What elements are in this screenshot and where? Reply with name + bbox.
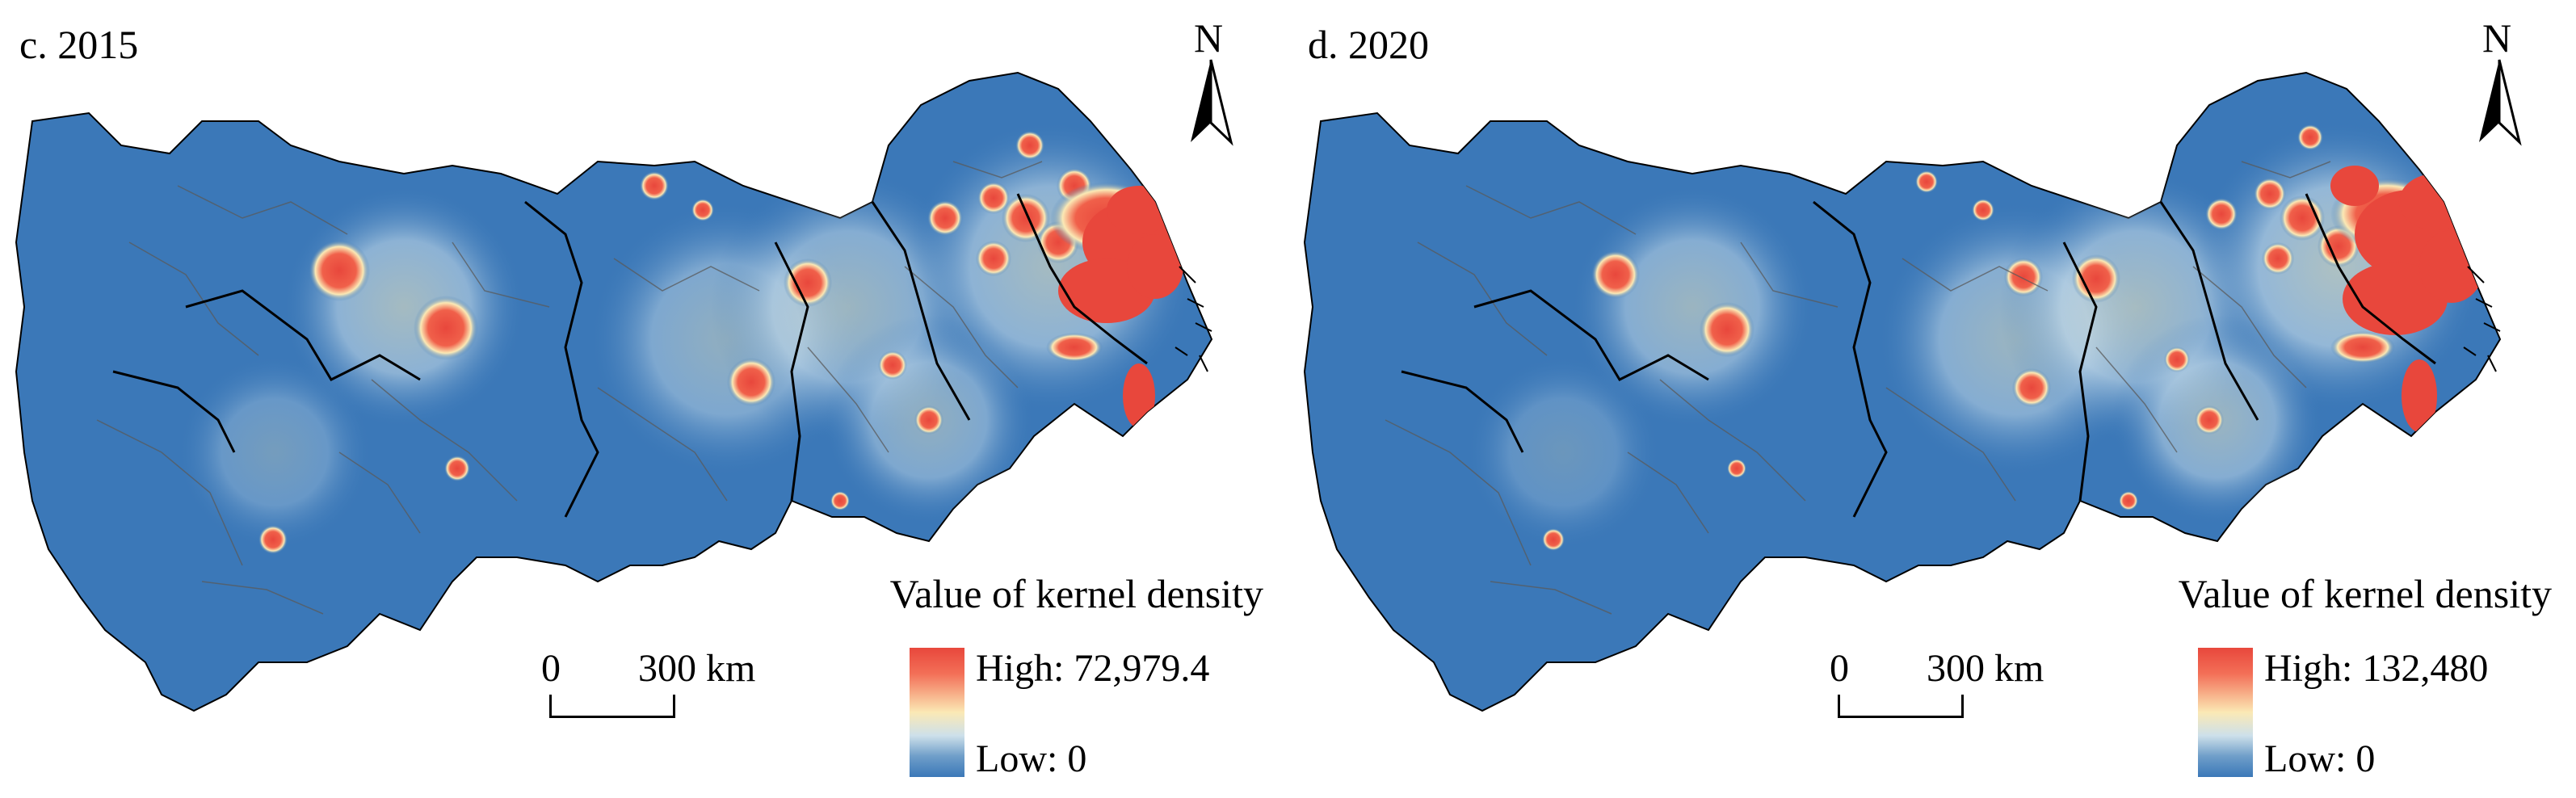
scale-distance-label: 300 km bbox=[638, 647, 756, 690]
scale-line bbox=[1838, 695, 1964, 718]
legend: Value of kernel density High: 72,979.4 L… bbox=[811, 570, 1263, 788]
legend-color-ramp bbox=[2198, 648, 2253, 777]
legend-high-label: High: 132,480 bbox=[2264, 647, 2489, 690]
scale-distance-label: 300 km bbox=[1927, 647, 2044, 690]
scale-bar: 0 300 km bbox=[540, 646, 782, 727]
coastal-islands bbox=[2463, 266, 2501, 372]
kernel-density-map-2015 bbox=[15, 71, 1213, 712]
north-arrow-icon bbox=[1191, 59, 1233, 146]
legend-low-label: Low: 0 bbox=[976, 737, 1087, 780]
county-boundaries bbox=[1385, 161, 2331, 615]
kernel-density-map-2020 bbox=[1303, 71, 2502, 712]
legend-color-ramp bbox=[910, 648, 964, 777]
province-boundaries bbox=[1401, 193, 2436, 518]
north-label: N bbox=[2481, 15, 2512, 61]
legend-title: Value of kernel density bbox=[2178, 571, 2552, 616]
county-boundaries bbox=[96, 161, 1043, 615]
scale-zero-label: 0 bbox=[1830, 647, 1849, 690]
north-label: N bbox=[1193, 15, 1224, 61]
map-panel-2015: c. 2015 N 0 300 km Value of kernel densi… bbox=[15, 15, 1263, 788]
legend-low-label: Low: 0 bbox=[2264, 737, 2376, 780]
panel-title: d. 2020 bbox=[1308, 22, 1429, 67]
north-arrow-icon bbox=[2479, 59, 2522, 146]
province-boundaries bbox=[112, 193, 1148, 518]
legend-title: Value of kernel density bbox=[889, 571, 1263, 616]
coastal-islands bbox=[1175, 266, 1212, 372]
scale-bar: 0 300 km bbox=[1828, 646, 2070, 727]
scale-zero-label: 0 bbox=[541, 647, 561, 690]
legend-high-label: High: 72,979.4 bbox=[976, 647, 1210, 690]
map-panel-2020: d. 2020 N 0 300 km Value of kernel densi… bbox=[1288, 0, 2576, 798]
scale-line bbox=[549, 695, 675, 718]
panel-title: c. 2015 bbox=[19, 22, 139, 67]
legend: Value of kernel density High: 132,480 Lo… bbox=[2099, 570, 2552, 788]
